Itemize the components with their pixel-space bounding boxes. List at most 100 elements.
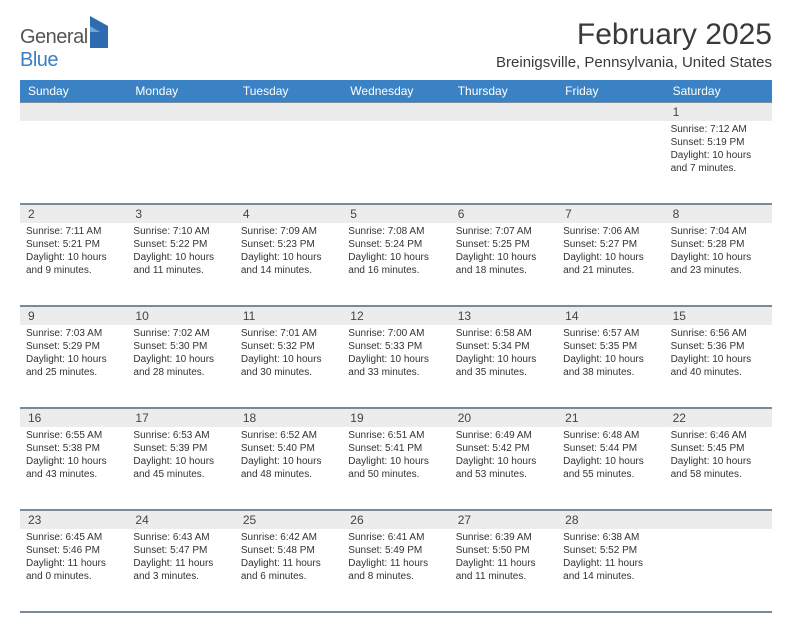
daylight-line-2: and 8 minutes.	[348, 570, 443, 583]
day-cell: Sunrise: 7:07 AMSunset: 5:25 PMDaylight:…	[450, 223, 557, 305]
sunrise-line: Sunrise: 6:49 AM	[456, 429, 551, 442]
day-cell	[20, 121, 127, 203]
sunrise-line: Sunrise: 6:53 AM	[133, 429, 228, 442]
sunset-line: Sunset: 5:27 PM	[563, 238, 658, 251]
day-cell: Sunrise: 6:45 AMSunset: 5:46 PMDaylight:…	[20, 529, 127, 611]
daylight-line-1: Daylight: 10 hours	[563, 455, 658, 468]
sunset-line: Sunset: 5:33 PM	[348, 340, 443, 353]
sunrise-line: Sunrise: 6:52 AM	[241, 429, 336, 442]
sunset-line: Sunset: 5:25 PM	[456, 238, 551, 251]
title-block: February 2025 Breinigsville, Pennsylvani…	[496, 18, 772, 71]
day-number: 24	[127, 511, 234, 529]
day-number-row: 232425262728	[20, 511, 772, 529]
sunrise-line: Sunrise: 6:38 AM	[563, 531, 658, 544]
daylight-line-1: Daylight: 10 hours	[133, 455, 228, 468]
weekday-thursday: Thursday	[450, 80, 557, 102]
sunrise-line: Sunrise: 7:11 AM	[26, 225, 121, 238]
day-cell: Sunrise: 6:38 AMSunset: 5:52 PMDaylight:…	[557, 529, 664, 611]
calendar: SundayMondayTuesdayWednesdayThursdayFrid…	[20, 80, 772, 613]
daylight-line-2: and 38 minutes.	[563, 366, 658, 379]
sunrise-line: Sunrise: 6:41 AM	[348, 531, 443, 544]
sunrise-line: Sunrise: 6:46 AM	[671, 429, 766, 442]
sunset-line: Sunset: 5:50 PM	[456, 544, 551, 557]
day-cell	[342, 121, 449, 203]
weekday-friday: Friday	[557, 80, 664, 102]
day-cell	[235, 121, 342, 203]
daylight-line-1: Daylight: 11 hours	[241, 557, 336, 570]
daylight-line-2: and 28 minutes.	[133, 366, 228, 379]
daylight-line-2: and 40 minutes.	[671, 366, 766, 379]
header: General Blue February 2025 Breinigsville…	[20, 18, 772, 72]
daylight-line-2: and 0 minutes.	[26, 570, 121, 583]
daylight-line-2: and 14 minutes.	[563, 570, 658, 583]
daylight-line-2: and 25 minutes.	[26, 366, 121, 379]
day-cell: Sunrise: 6:48 AMSunset: 5:44 PMDaylight:…	[557, 427, 664, 509]
daylight-line-1: Daylight: 10 hours	[456, 455, 551, 468]
day-cell: Sunrise: 6:57 AMSunset: 5:35 PMDaylight:…	[557, 325, 664, 407]
daylight-line-1: Daylight: 10 hours	[348, 251, 443, 264]
day-number-row: 16171819202122	[20, 409, 772, 427]
day-number: 1	[665, 103, 772, 121]
daylight-line-2: and 6 minutes.	[241, 570, 336, 583]
daylight-line-1: Daylight: 11 hours	[26, 557, 121, 570]
day-cell: Sunrise: 7:04 AMSunset: 5:28 PMDaylight:…	[665, 223, 772, 305]
sunrise-line: Sunrise: 6:42 AM	[241, 531, 336, 544]
week-row: Sunrise: 7:11 AMSunset: 5:21 PMDaylight:…	[20, 223, 772, 306]
sunrise-line: Sunrise: 6:43 AM	[133, 531, 228, 544]
day-number: 27	[450, 511, 557, 529]
sunset-line: Sunset: 5:36 PM	[671, 340, 766, 353]
day-cell	[557, 121, 664, 203]
daylight-line-1: Daylight: 10 hours	[241, 353, 336, 366]
sunrise-line: Sunrise: 7:12 AM	[671, 123, 766, 136]
daylight-line-1: Daylight: 10 hours	[671, 455, 766, 468]
daylight-line-2: and 48 minutes.	[241, 468, 336, 481]
sunset-line: Sunset: 5:44 PM	[563, 442, 658, 455]
week-row: Sunrise: 6:45 AMSunset: 5:46 PMDaylight:…	[20, 529, 772, 612]
daylight-line-2: and 50 minutes.	[348, 468, 443, 481]
weekday-header-row: SundayMondayTuesdayWednesdayThursdayFrid…	[20, 80, 772, 102]
day-cell: Sunrise: 6:49 AMSunset: 5:42 PMDaylight:…	[450, 427, 557, 509]
sunset-line: Sunset: 5:30 PM	[133, 340, 228, 353]
logo-text: General Blue	[20, 26, 108, 72]
logo-text-2: Blue	[20, 49, 58, 71]
daylight-line-1: Daylight: 10 hours	[671, 251, 766, 264]
weekday-saturday: Saturday	[665, 80, 772, 102]
daylight-line-2: and 11 minutes.	[133, 264, 228, 277]
weekday-tuesday: Tuesday	[235, 80, 342, 102]
sunset-line: Sunset: 5:38 PM	[26, 442, 121, 455]
daylight-line-2: and 45 minutes.	[133, 468, 228, 481]
sunrise-line: Sunrise: 6:56 AM	[671, 327, 766, 340]
day-cell: Sunrise: 7:02 AMSunset: 5:30 PMDaylight:…	[127, 325, 234, 407]
day-number: 17	[127, 409, 234, 427]
daylight-line-1: Daylight: 10 hours	[671, 353, 766, 366]
day-cell: Sunrise: 7:01 AMSunset: 5:32 PMDaylight:…	[235, 325, 342, 407]
sunrise-line: Sunrise: 7:09 AM	[241, 225, 336, 238]
day-number: 4	[235, 205, 342, 223]
logo: General Blue	[20, 26, 108, 72]
weeks-container: 1Sunrise: 7:12 AMSunset: 5:19 PMDaylight…	[20, 102, 772, 613]
day-cell: Sunrise: 7:00 AMSunset: 5:33 PMDaylight:…	[342, 325, 449, 407]
daylight-line-1: Daylight: 10 hours	[456, 353, 551, 366]
sunrise-line: Sunrise: 7:10 AM	[133, 225, 228, 238]
day-number: 28	[557, 511, 664, 529]
daylight-line-1: Daylight: 10 hours	[241, 455, 336, 468]
day-number: 12	[342, 307, 449, 325]
day-cell: Sunrise: 6:41 AMSunset: 5:49 PMDaylight:…	[342, 529, 449, 611]
sunset-line: Sunset: 5:45 PM	[671, 442, 766, 455]
day-number: 26	[342, 511, 449, 529]
daylight-line-1: Daylight: 10 hours	[563, 251, 658, 264]
day-number	[450, 103, 557, 121]
sunset-line: Sunset: 5:35 PM	[563, 340, 658, 353]
day-cell: Sunrise: 6:52 AMSunset: 5:40 PMDaylight:…	[235, 427, 342, 509]
daylight-line-1: Daylight: 10 hours	[26, 251, 121, 264]
day-cell: Sunrise: 6:53 AMSunset: 5:39 PMDaylight:…	[127, 427, 234, 509]
sunrise-line: Sunrise: 7:01 AM	[241, 327, 336, 340]
day-cell: Sunrise: 6:56 AMSunset: 5:36 PMDaylight:…	[665, 325, 772, 407]
daylight-line-2: and 33 minutes.	[348, 366, 443, 379]
sunrise-line: Sunrise: 7:08 AM	[348, 225, 443, 238]
day-number	[127, 103, 234, 121]
day-cell: Sunrise: 6:42 AMSunset: 5:48 PMDaylight:…	[235, 529, 342, 611]
sunrise-line: Sunrise: 6:57 AM	[563, 327, 658, 340]
weekday-monday: Monday	[127, 80, 234, 102]
day-number: 14	[557, 307, 664, 325]
